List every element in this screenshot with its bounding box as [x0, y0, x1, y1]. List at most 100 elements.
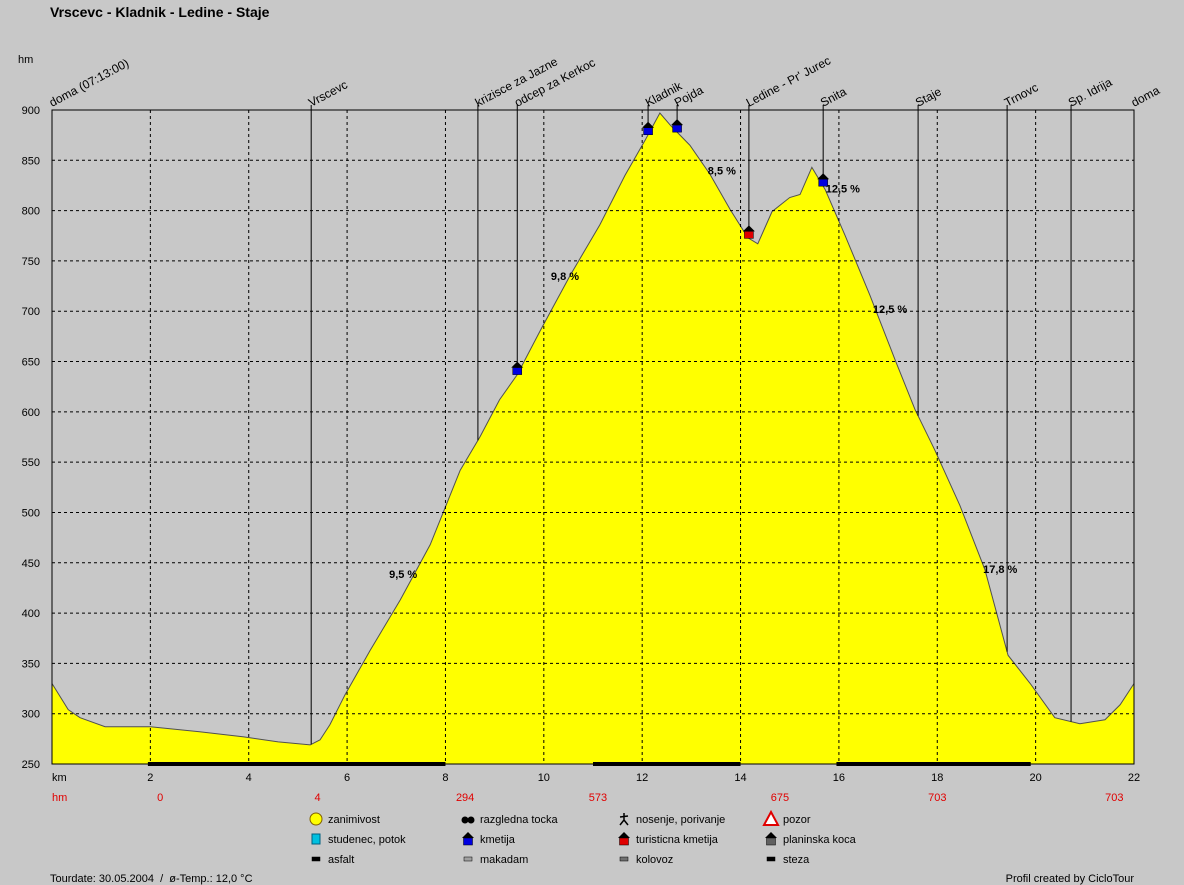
x-tick-label: 22 [1128, 772, 1140, 784]
y-tick-label: 300 [22, 709, 40, 721]
house-body [744, 231, 754, 239]
legend-label: makadam [480, 854, 528, 866]
footer-right: Profil created by CicloTour [1006, 873, 1135, 885]
waypoint-icon [817, 173, 830, 187]
house-roof [742, 225, 755, 232]
legend-label: planinska koca [783, 834, 857, 846]
y-tick-label: 750 [22, 256, 40, 268]
legend-icon [619, 856, 629, 862]
y-tick-label: 400 [22, 608, 40, 620]
house-roof [511, 361, 524, 368]
waypoint-label: Vrscevc [306, 77, 350, 109]
waypoint-label: Staje [913, 84, 944, 109]
x-tick-label: 6 [344, 772, 350, 784]
y-tick-label: 700 [22, 306, 40, 318]
legend-label: asfalt [328, 854, 354, 866]
legend-label: studenec, potok [328, 834, 406, 846]
legend-label: pozor [783, 814, 811, 826]
climb-value: 0 [157, 792, 163, 804]
x-tick-label: 14 [734, 772, 746, 784]
y-tick-label: 550 [22, 457, 40, 469]
x-tick-label: 8 [442, 772, 448, 784]
house-body [463, 837, 473, 846]
legend-label: kolovoz [636, 854, 673, 866]
gradient-label: 12,5 % [873, 304, 907, 316]
climb-value: 703 [928, 792, 946, 804]
house-roof [817, 173, 830, 180]
y-tick-label: 450 [22, 558, 40, 570]
climb-value: 675 [771, 792, 789, 804]
waypoint-label: Snita [818, 84, 849, 109]
y-tick-label: 900 [22, 105, 40, 117]
waypoint-label: Sp. Idrija [1066, 75, 1115, 110]
y-tick-label: 650 [22, 357, 40, 369]
house-body [818, 178, 828, 187]
house-roof [462, 832, 474, 838]
x-tick-label: 12 [636, 772, 648, 784]
climb-label: hm [52, 792, 67, 804]
waypoint-label: Trnovc [1002, 80, 1041, 109]
legend-icon [467, 816, 475, 824]
gradient-label: 9,8 % [551, 271, 579, 283]
legend-icon [765, 832, 777, 846]
waypoint-label: doma (07:13:00) [47, 56, 131, 110]
legend-icon [461, 816, 469, 824]
y-tick-label: 600 [22, 407, 40, 419]
waypoint-label: doma [1129, 83, 1162, 110]
legend-icon [463, 856, 473, 862]
house-roof [671, 119, 684, 126]
elevation-area [51, 112, 1135, 765]
legend-icon [762, 809, 780, 826]
road-segment [593, 762, 741, 766]
house-body [512, 367, 523, 375]
legend-label: zanimivost [328, 814, 380, 826]
waypoint-icon [742, 225, 755, 239]
chart-title: Vrscevc - Kladnik - Ledine - Staje [50, 4, 270, 20]
waypoint-icon [642, 121, 655, 136]
x-tick-label: 16 [833, 772, 845, 784]
legend-icon [766, 856, 776, 862]
house-roof [765, 832, 777, 838]
waypoint-icon [511, 361, 524, 375]
climb-value: 4 [315, 792, 321, 804]
road-segment [836, 762, 1031, 766]
legend-label: turisticna kmetija [636, 834, 719, 846]
footer-left: Tourdate: 30.05.2004 / ø-Temp.: 12,0 °C [50, 873, 253, 885]
legend-icon [311, 833, 321, 845]
legend-label: nosenje, porivanje [636, 814, 725, 826]
climb-value: 294 [456, 792, 474, 804]
house-roof [618, 832, 630, 838]
x-tick-label: 18 [931, 772, 943, 784]
house-body [672, 124, 682, 133]
gradient-label: 17,8 % [983, 564, 1017, 576]
legend-label: steza [783, 854, 810, 866]
legend-label: kmetija [480, 834, 516, 846]
waypoint-icon [671, 119, 684, 133]
house-body [643, 127, 653, 136]
house-body [619, 837, 629, 846]
legend-label: razgledna tocka [480, 814, 559, 826]
road-segment [147, 762, 446, 766]
gradient-label: 12,5 % [826, 184, 860, 196]
climb-value: 573 [589, 792, 607, 804]
gradient-label: 9,5 % [389, 569, 417, 581]
gradient-label: 8,5 % [708, 165, 736, 177]
house-roof [642, 121, 655, 128]
x-tick-label: 20 [1030, 772, 1042, 784]
x-axis-label: km [52, 772, 67, 784]
legend-icon [618, 832, 630, 846]
x-tick-label: 2 [147, 772, 153, 784]
legend-icon [311, 856, 321, 862]
y-tick-label: 500 [22, 507, 40, 519]
y-tick-label: 250 [22, 759, 40, 771]
x-tick-label: 4 [246, 772, 252, 784]
y-tick-label: 800 [22, 206, 40, 218]
house-body [766, 837, 776, 846]
legend-icon [619, 813, 629, 826]
x-tick-label: 10 [538, 772, 550, 784]
y-tick-label: 850 [22, 155, 40, 167]
y-axis-label: hm [18, 54, 33, 66]
legend-icon [462, 832, 474, 846]
climb-value: 703 [1105, 792, 1123, 804]
